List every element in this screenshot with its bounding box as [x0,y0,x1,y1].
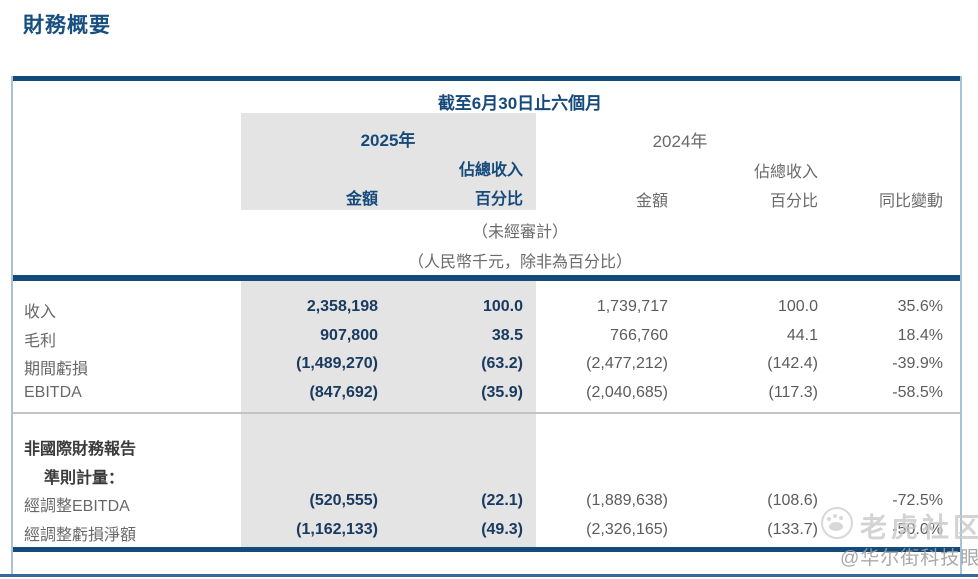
row-label: EBITDA [24,384,82,401]
cell-2024-amount: (2,326,165) [586,521,668,538]
table-frame-left [11,76,13,577]
table-row-adjusted-net-loss: 經調整虧損淨額 (1,162,133) (49.3) (2,326,165) (… [0,521,978,545]
year-2025-header: 2025年 [360,131,416,150]
watermark-handle: @华尔街科技眼 [840,548,978,569]
cell-2025-pct: (63.2) [481,355,523,372]
row-label: 收入 [24,304,57,321]
cell-2024-amount: 1,739,717 [596,298,668,315]
cell-2024-pct: (142.4) [767,355,818,372]
cell-2024-pct: (133.7) [767,521,818,538]
cell-2024-amount: 766,760 [610,327,668,344]
col-2025-amount: 金額 [345,191,378,208]
col-2025-share-of-revenue: 佔總收入 [458,162,523,179]
cell-2024-pct: (108.6) [767,492,818,509]
table-row-adjusted-ebitda: 經調整EBITDA (520,555) (22.1) (1,889,638) (… [0,492,978,516]
period-header: 截至6月30日止六個月 [437,94,603,113]
col-2024-share-of-revenue: 佔總收入 [753,164,818,181]
table-frame-right [960,76,962,577]
cell-2024-pct: (117.3) [768,384,818,401]
note-currency: （人民幣千元，除非為百分比） [407,254,633,271]
cell-2025-amount: (847,692) [309,384,379,401]
cell-2025-pct: 38.5 [491,327,523,344]
col-2024-amount: 金額 [635,193,668,210]
cell-2025-amount: (1,162,133) [296,521,378,538]
row-label: 期間虧損 [24,361,89,378]
cell-2025-amount: 2,358,198 [306,298,378,315]
cell-2025-pct: (49.3) [481,521,523,538]
col-2024-percentage: 百分比 [769,193,818,210]
table-row-ebitda: EBITDA (847,692) (35.9) (2,040,685) (117… [0,384,978,408]
table-frame-bottom [0,574,978,577]
cell-yoy: -50.0% [892,521,943,538]
row-label: 經調整EBITDA [24,498,130,515]
cell-2025-amount: (520,555) [309,492,379,509]
cell-2025-amount: (1,489,270) [296,355,378,372]
cell-yoy: -72.5% [892,492,943,509]
watermark-brand: 老虎社区 [860,513,978,543]
row-label: 經調整虧損淨額 [24,527,137,544]
cell-2025-pct: 100.0 [482,298,523,315]
table-row-period-loss: 期間虧損 (1,489,270) (63.2) (2,477,212) (142… [0,355,978,379]
top-rule [11,76,962,81]
highlight-column-2025-header [241,113,536,210]
cell-2024-amount: (1,889,638) [586,492,668,509]
cell-yoy: 35.6% [897,298,943,315]
cell-yoy: -39.9% [892,355,943,372]
table-row-revenue: 收入 2,358,198 100.0 1,739,717 100.0 35.6% [0,298,978,322]
section-header-line1: 非國際財務報告 [24,441,137,458]
col-2025-percentage: 百分比 [474,191,523,208]
tiger-logo-icon [821,507,853,539]
section-divider [11,412,962,414]
cell-yoy: -58.5% [892,384,943,401]
table-row-gross-profit: 毛利 907,800 38.5 766,760 44.1 18.4% [0,327,978,351]
year-2024-header: 2024年 [652,132,708,151]
cell-2024-pct: 100.0 [777,298,818,315]
cell-2025-amount: 907,800 [320,327,378,344]
cell-2024-amount: (2,040,685) [586,384,668,401]
highlight-column-2025-body [241,281,536,547]
col-yoy-change: 同比變動 [878,193,943,210]
row-label: 毛利 [24,333,57,350]
cell-2025-pct: (22.1) [481,492,523,509]
note-unaudited: （未經審計） [471,224,569,241]
bottom-rule [11,547,962,552]
cell-2024-amount: (2,477,212) [586,355,668,372]
page-title: 財務概要 [23,14,111,37]
cell-yoy: 18.4% [897,327,943,344]
header-rule [11,275,962,281]
cell-2024-pct: 44.1 [786,327,818,344]
section-header-line2: 準則計量： [44,470,125,487]
cell-2025-pct: (35.9) [481,384,523,401]
